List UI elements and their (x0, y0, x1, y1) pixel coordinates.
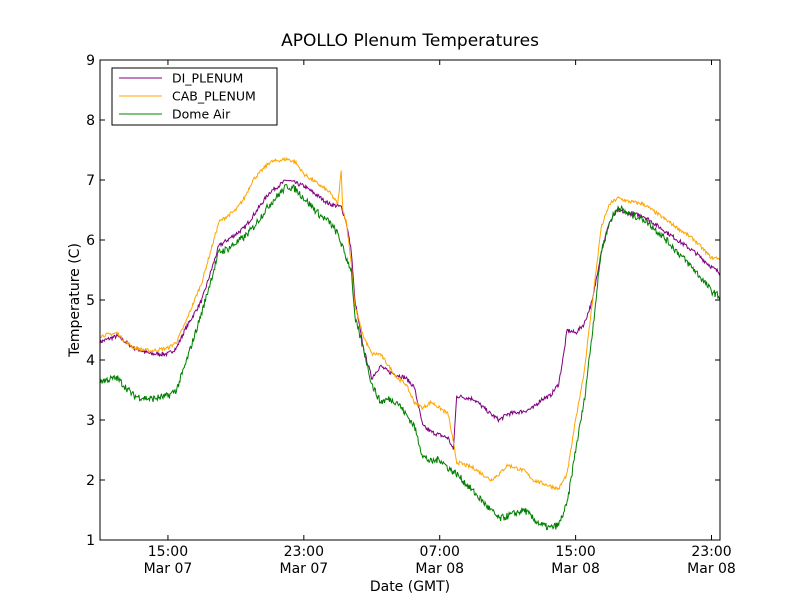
x-tick-label-date: Mar 08 (551, 561, 600, 577)
x-tick-label-time: 23:00 (284, 544, 324, 560)
y-tick-label: 1 (86, 533, 95, 549)
legend-label-dome-air: Dome Air (172, 107, 231, 122)
x-tick-label-time: 15:00 (148, 544, 188, 560)
series-line-dome-air (99, 183, 721, 531)
x-tick-label-date: Mar 07 (144, 561, 193, 577)
x-tick-label-date: Mar 08 (687, 561, 736, 577)
x-axis-label: Date (GMT) (370, 579, 450, 595)
y-tick-label: 3 (86, 413, 95, 429)
y-tick-label: 8 (86, 113, 95, 129)
y-tick-label: 7 (86, 173, 95, 189)
y-axis-label: Temperature (C) (67, 243, 83, 358)
y-tick-label: 5 (86, 293, 95, 309)
legend-label-cab-plenum: CAB_PLENUM (172, 89, 256, 104)
chart-title: APOLLO Plenum Temperatures (281, 31, 539, 51)
series-layer (99, 156, 721, 531)
legend-label-di-plenum: DI_PLENUM (172, 71, 243, 86)
x-tick-label-time: 07:00 (420, 544, 460, 560)
y-tick-label: 6 (86, 233, 95, 249)
x-tick-label-date: Mar 07 (279, 561, 328, 577)
x-tick-label-date: Mar 08 (415, 561, 464, 577)
x-tick-label-time: 23:00 (691, 544, 731, 560)
y-tick-label: 4 (86, 353, 95, 369)
y-tick-label: 9 (86, 53, 95, 69)
x-tick-label-time: 15:00 (555, 544, 595, 560)
y-tick-label: 2 (86, 473, 95, 489)
legend: DI_PLENUM CAB_PLENUM Dome Air (111, 67, 278, 126)
series-line-cab-plenum (99, 156, 721, 491)
